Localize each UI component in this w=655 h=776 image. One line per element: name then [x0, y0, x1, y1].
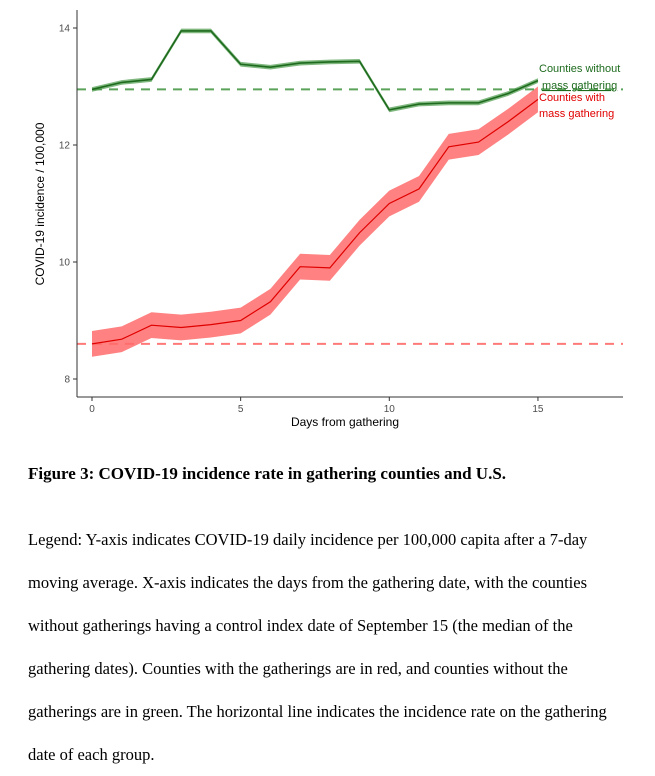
y-tick-label: 10: [59, 258, 71, 269]
y-tick-label: 12: [59, 141, 71, 152]
red-series-label-line2: mass gathering: [539, 108, 614, 120]
x-tick-label: 5: [238, 404, 244, 415]
y-tick-label: 14: [59, 24, 71, 35]
figure-legend-text: Legend: Y-axis indicates COVID-19 daily …: [28, 518, 628, 776]
green-series-label-line2: mass gathering: [542, 80, 617, 92]
green-confidence-band: [92, 29, 538, 113]
x-tick-label: 10: [384, 404, 396, 415]
incidence-chart: 0 5 10 15 8 10 12 14 Days from gathering COVID-…: [0, 0, 655, 440]
green-series-line: [92, 31, 538, 110]
x-axis-label: Days from gathering: [291, 415, 399, 429]
red-series-label-line1: Counties with: [539, 92, 605, 104]
x-tick-label: 0: [89, 404, 95, 415]
green-series-label-line1: Counties without: [539, 63, 620, 75]
x-tick-label: 15: [532, 404, 544, 415]
red-confidence-band: [92, 87, 538, 357]
figure-caption-title: Figure 3: COVID-19 incidence rate in gat…: [28, 464, 506, 484]
y-axis-label: COVID-19 incidence / 100,000: [33, 122, 47, 285]
y-tick-label: 8: [64, 375, 70, 386]
